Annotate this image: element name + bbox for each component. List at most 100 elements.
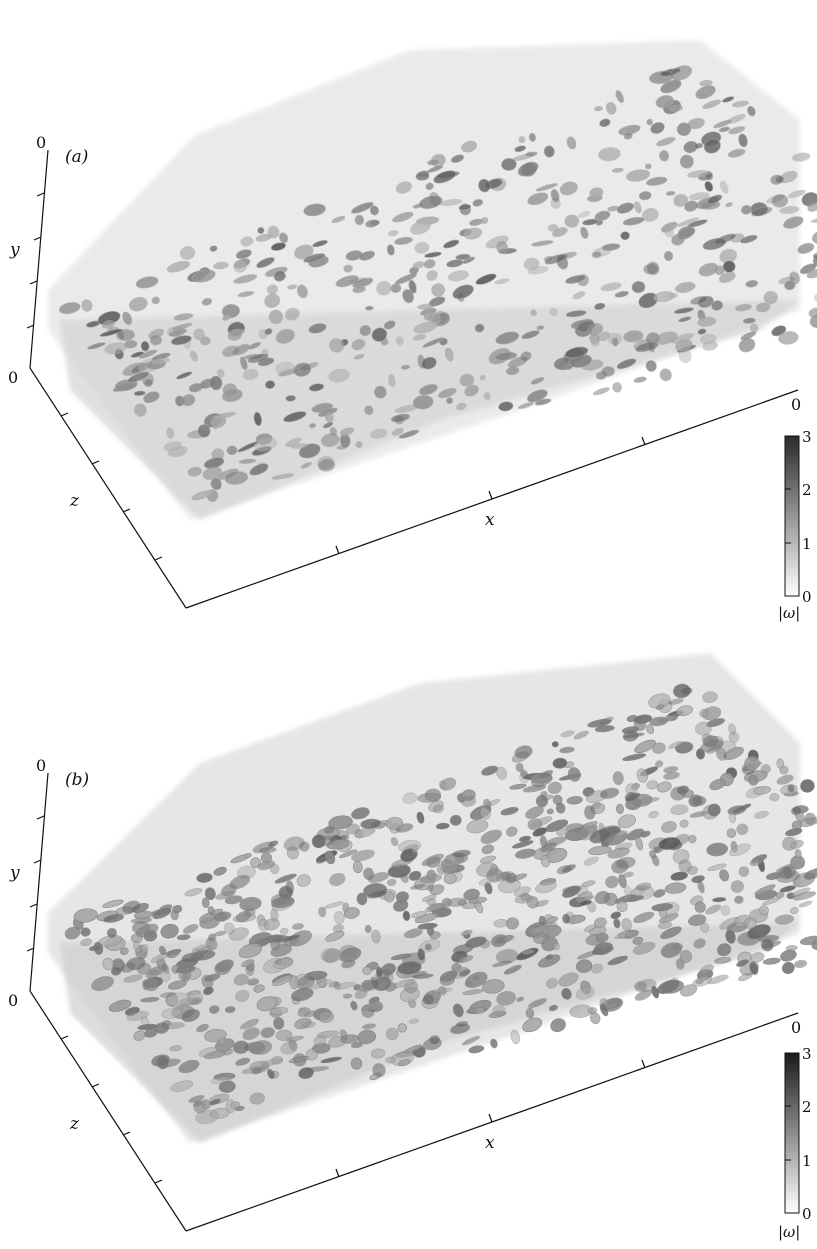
z-axis-line xyxy=(29,367,187,609)
vortex-blob xyxy=(530,309,537,316)
vortex-blob xyxy=(343,264,353,273)
vortex-blob xyxy=(312,240,328,248)
vortex-blob xyxy=(400,848,418,862)
vortex-blob xyxy=(318,458,336,472)
vortex-blob xyxy=(527,192,549,206)
vortex-blob xyxy=(178,1059,200,1074)
vortex-blob xyxy=(371,929,381,944)
vortex-blob xyxy=(397,1059,411,1067)
vortex-blob xyxy=(697,879,705,894)
vortex-blob xyxy=(594,210,611,222)
vortex-blob xyxy=(176,934,191,941)
vortex-blob xyxy=(722,96,735,103)
vortex-blob xyxy=(729,843,751,857)
vortex-blob xyxy=(424,251,442,258)
vortex-blob xyxy=(328,980,339,988)
colorbar-tick-2: 2 xyxy=(802,481,812,499)
vortex-blob xyxy=(531,926,548,934)
vortex-blob xyxy=(676,785,690,795)
vortex-blob xyxy=(501,157,517,171)
vortex-blob xyxy=(329,426,338,437)
vortex-blob xyxy=(699,708,709,718)
vortex-blob xyxy=(496,240,509,254)
vortex-blob xyxy=(472,198,484,207)
vortex-blob xyxy=(318,906,327,918)
vortex-blob xyxy=(594,302,606,310)
vortex-blob xyxy=(312,835,337,847)
vortex-blob xyxy=(411,911,428,919)
vortex-blob xyxy=(182,924,199,934)
vortex-blob xyxy=(458,204,472,211)
vortex-blob xyxy=(122,311,133,326)
vortex-blob xyxy=(806,269,817,279)
vortex-blob xyxy=(526,896,539,909)
vortex-blob xyxy=(736,823,749,836)
vortex-blob xyxy=(705,904,722,915)
vortex-blob xyxy=(490,864,499,876)
vortex-blob xyxy=(748,774,759,786)
vortex-blob xyxy=(633,376,647,383)
vortex-blob xyxy=(474,323,485,333)
vortex-blob xyxy=(623,929,640,939)
vortex-blob xyxy=(103,914,124,923)
vortex-blob xyxy=(427,159,440,166)
vortex-blob xyxy=(553,942,560,951)
vortex-blob xyxy=(270,242,286,251)
vortex-blob xyxy=(788,189,806,199)
vortex-blob xyxy=(394,236,413,245)
colorbar-tick-3: 3 xyxy=(802,428,812,446)
vortex-blob xyxy=(588,845,612,856)
vortex-blob xyxy=(679,819,689,828)
vortex-blob xyxy=(522,784,547,793)
vortex-blob xyxy=(546,978,558,989)
vortex-blob xyxy=(363,883,388,898)
vortex-blob xyxy=(614,290,629,298)
colorbar-label: |ω| xyxy=(778,1223,800,1241)
vortex-blob xyxy=(271,1055,284,1065)
vortex-blob xyxy=(675,339,693,352)
vortex-blob xyxy=(143,378,154,388)
vortex-blob xyxy=(260,1027,275,1039)
vortex-blob xyxy=(658,837,681,850)
vortex-blob xyxy=(547,224,559,232)
vortex-blob xyxy=(394,978,415,988)
vortex-blob xyxy=(384,891,395,903)
vortex-blob xyxy=(634,201,642,214)
vortex-blob xyxy=(318,1011,334,1023)
vortex-blob xyxy=(394,273,418,285)
vortex-blob xyxy=(267,225,280,239)
vortex-blob xyxy=(784,280,796,291)
vortex-blob xyxy=(387,230,399,237)
vortex-blob xyxy=(254,437,278,452)
vortex-blob xyxy=(333,911,345,925)
vortex-blob xyxy=(684,200,698,212)
vortex-blob xyxy=(718,271,736,284)
vortex-blob xyxy=(411,847,418,854)
vortex-blob xyxy=(223,1048,234,1056)
vortex-blob xyxy=(600,282,622,292)
vortex-blob xyxy=(303,253,326,263)
vortex-blob xyxy=(217,368,225,378)
vortex-blob xyxy=(320,948,342,963)
vortex-blob xyxy=(664,882,687,894)
vortex-blob xyxy=(328,815,353,830)
vortex-blob xyxy=(615,803,625,815)
vortex-blob xyxy=(672,849,690,864)
vortex-blob xyxy=(653,889,666,898)
vortex-blob xyxy=(591,340,600,347)
vortex-blob xyxy=(488,1011,507,1018)
vortex-blob xyxy=(161,1007,182,1019)
vortex-blob xyxy=(138,349,158,359)
vortex-blob xyxy=(244,852,252,858)
vortex-blob xyxy=(370,1048,386,1059)
vortex-blob xyxy=(165,992,179,1008)
vortex-blob xyxy=(511,840,534,849)
y-axis-top-label: 0 xyxy=(36,756,46,775)
vortex-blob xyxy=(659,150,670,162)
vortex-blob xyxy=(151,296,160,305)
vortex-blob xyxy=(584,805,596,820)
vortex-blob xyxy=(776,774,794,785)
vortex-blob xyxy=(814,292,817,303)
vortex-blob xyxy=(226,445,238,456)
vortex-blob xyxy=(408,279,417,294)
